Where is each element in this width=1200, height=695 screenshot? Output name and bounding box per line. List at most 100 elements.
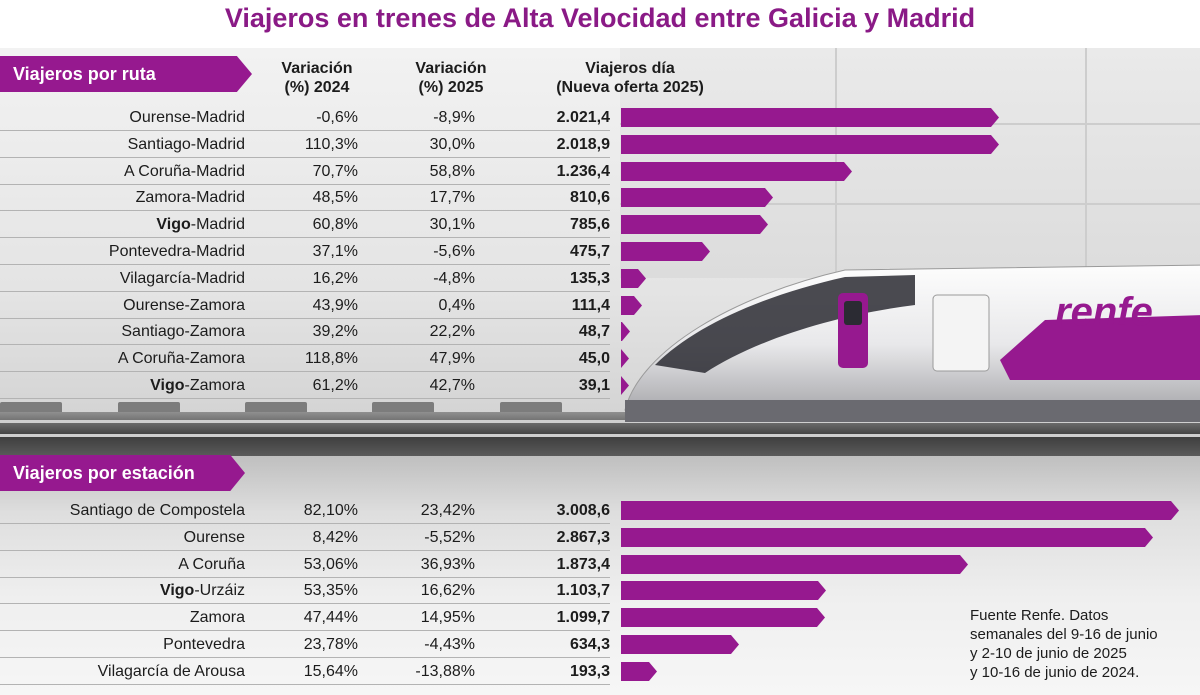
variation-2025: -4,43%	[424, 636, 475, 653]
variation-2025: -8,9%	[433, 109, 475, 126]
variation-2024: 16,2%	[312, 270, 358, 287]
table-row: Ourense-Zamora 43,9% 0,4% 111,4	[0, 292, 620, 319]
variation-2025: -4,8%	[433, 270, 475, 287]
header-line: Viajeros día	[585, 60, 675, 77]
route-name: Pontevedra-Madrid	[109, 238, 245, 265]
bar	[621, 555, 968, 574]
bar	[621, 376, 629, 395]
row-divider	[0, 318, 610, 319]
route-name: Vigo-Urzáiz	[160, 577, 245, 604]
route-name: Vigo-Zamora	[150, 372, 245, 399]
table-row: Vilagarcía-Madrid 16,2% -4,8% 135,3	[0, 265, 620, 292]
variation-2025: 47,9%	[429, 350, 475, 367]
route-name-text: Vilagarcía de Arousa	[97, 663, 245, 680]
background-platform	[0, 452, 1200, 695]
route-name: Zamora	[190, 604, 245, 631]
bar	[621, 162, 852, 181]
variation-2024: 61,2%	[312, 377, 358, 394]
table-row: Zamora-Madrid 48,5% 17,7% 810,6	[0, 184, 620, 211]
route-name: A Coruña-Zamora	[118, 345, 245, 372]
route-name-bold: Vigo	[156, 216, 191, 233]
route-name-text: -Urzáiz	[194, 582, 245, 599]
header-variation-2025: Variación (%) 2025	[396, 59, 506, 97]
daily-travelers-value: 1.873,4	[556, 556, 610, 573]
daily-travelers-value: 785,6	[569, 216, 610, 233]
route-name-text: Ourense	[183, 529, 245, 546]
route-name-text: Ourense-Zamora	[123, 297, 245, 314]
table-row: Vigo-Urzáiz 53,35% 16,62% 1.103,7	[0, 577, 620, 604]
rail-sleeper	[500, 402, 562, 414]
source-line: semanales del 9-16 de junio	[970, 626, 1158, 643]
route-name-bold: Vigo	[159, 582, 195, 599]
variation-2024: 53,06%	[303, 556, 358, 573]
row-divider	[0, 577, 610, 578]
section-label-route: Viajeros por ruta	[0, 56, 252, 92]
route-name-text: Pontevedra	[163, 636, 245, 653]
variation-2024: 39,2%	[312, 323, 358, 340]
route-name: Vilagarcía-Madrid	[120, 265, 245, 292]
bar	[621, 322, 630, 341]
daily-travelers-value: 1.099,7	[556, 609, 610, 626]
route-name-bold: Vigo	[150, 377, 185, 394]
route-name: Pontevedra	[163, 631, 245, 658]
route-name: A Coruña	[178, 551, 245, 578]
header-variation-2024: Variación (%) 2024	[262, 59, 372, 97]
header-daily-travelers: Viajeros día (Nueva oferta 2025)	[520, 59, 740, 97]
row-divider	[0, 684, 610, 685]
route-name: Santiago-Madrid	[128, 131, 245, 158]
variation-2024: 53,35%	[303, 582, 358, 599]
bar	[621, 188, 773, 207]
row-divider	[0, 603, 610, 604]
variation-2025: 23,42%	[420, 502, 475, 519]
table-row: Pontevedra 23,78% -4,43% 634,3	[0, 631, 620, 658]
bar	[621, 269, 646, 288]
bar	[621, 135, 999, 154]
header-line: Variación	[281, 60, 353, 77]
variation-2024: -0,6%	[316, 109, 358, 126]
bar	[621, 215, 768, 234]
table-row: Vigo-Madrid 60,8% 30,1% 785,6	[0, 211, 620, 238]
row-divider	[0, 210, 610, 211]
table-row: Santiago-Madrid 110,3% 30,0% 2.018,9	[0, 131, 620, 158]
row-divider	[0, 398, 610, 399]
table-row: Pontevedra-Madrid 37,1% -5,6% 475,7	[0, 238, 620, 265]
daily-travelers-value: 48,7	[578, 323, 610, 340]
variation-2024: 37,1%	[312, 243, 358, 260]
daily-travelers-value: 634,3	[569, 636, 610, 653]
route-name-text: -Madrid	[190, 216, 245, 233]
route-name-text: A Coruña	[178, 556, 245, 573]
daily-travelers-value: 45,0	[578, 350, 610, 367]
daily-travelers-value: 1.236,4	[556, 163, 610, 180]
route-name: Vilagarcía de Arousa	[98, 658, 245, 685]
table-row: Vilagarcía de Arousa 15,64% -13,88% 193,3	[0, 658, 620, 685]
daily-travelers-value: 2.867,3	[556, 529, 610, 546]
bar	[621, 662, 657, 681]
daily-travelers-value: 2.018,9	[556, 136, 610, 153]
route-name: Ourense-Zamora	[123, 292, 245, 319]
source-line: y 2-10 de junio de 2025	[970, 645, 1127, 662]
header-line: Variación	[415, 60, 487, 77]
route-name-text: Zamora-Madrid	[135, 189, 245, 206]
variation-2024: 82,10%	[303, 502, 358, 519]
route-name-text: Santiago de Compostela	[69, 502, 245, 519]
daily-travelers-value: 3.008,6	[556, 502, 610, 519]
route-name: Zamora-Madrid	[136, 184, 245, 211]
route-name: Ourense	[184, 524, 245, 551]
route-name-text: A Coruña-Madrid	[124, 163, 245, 180]
table-row: Ourense 8,42% -5,52% 2.867,3	[0, 524, 620, 551]
route-name-text: Pontevedra-Madrid	[108, 243, 245, 260]
variation-2025: 30,0%	[429, 136, 475, 153]
bar	[621, 581, 826, 600]
route-name: Santiago-Zamora	[121, 318, 245, 345]
daily-travelers-value: 810,6	[569, 189, 610, 206]
rail-sleeper	[245, 402, 307, 414]
row-divider	[0, 550, 610, 551]
bar	[621, 349, 629, 368]
bar	[621, 528, 1153, 547]
variation-2025: 42,7%	[429, 377, 475, 394]
bar	[621, 108, 999, 127]
page-title: Viajeros en trenes de Alta Velocidad ent…	[224, 3, 976, 33]
route-name: A Coruña-Madrid	[124, 158, 245, 185]
header-line: (%) 2024	[284, 79, 350, 96]
